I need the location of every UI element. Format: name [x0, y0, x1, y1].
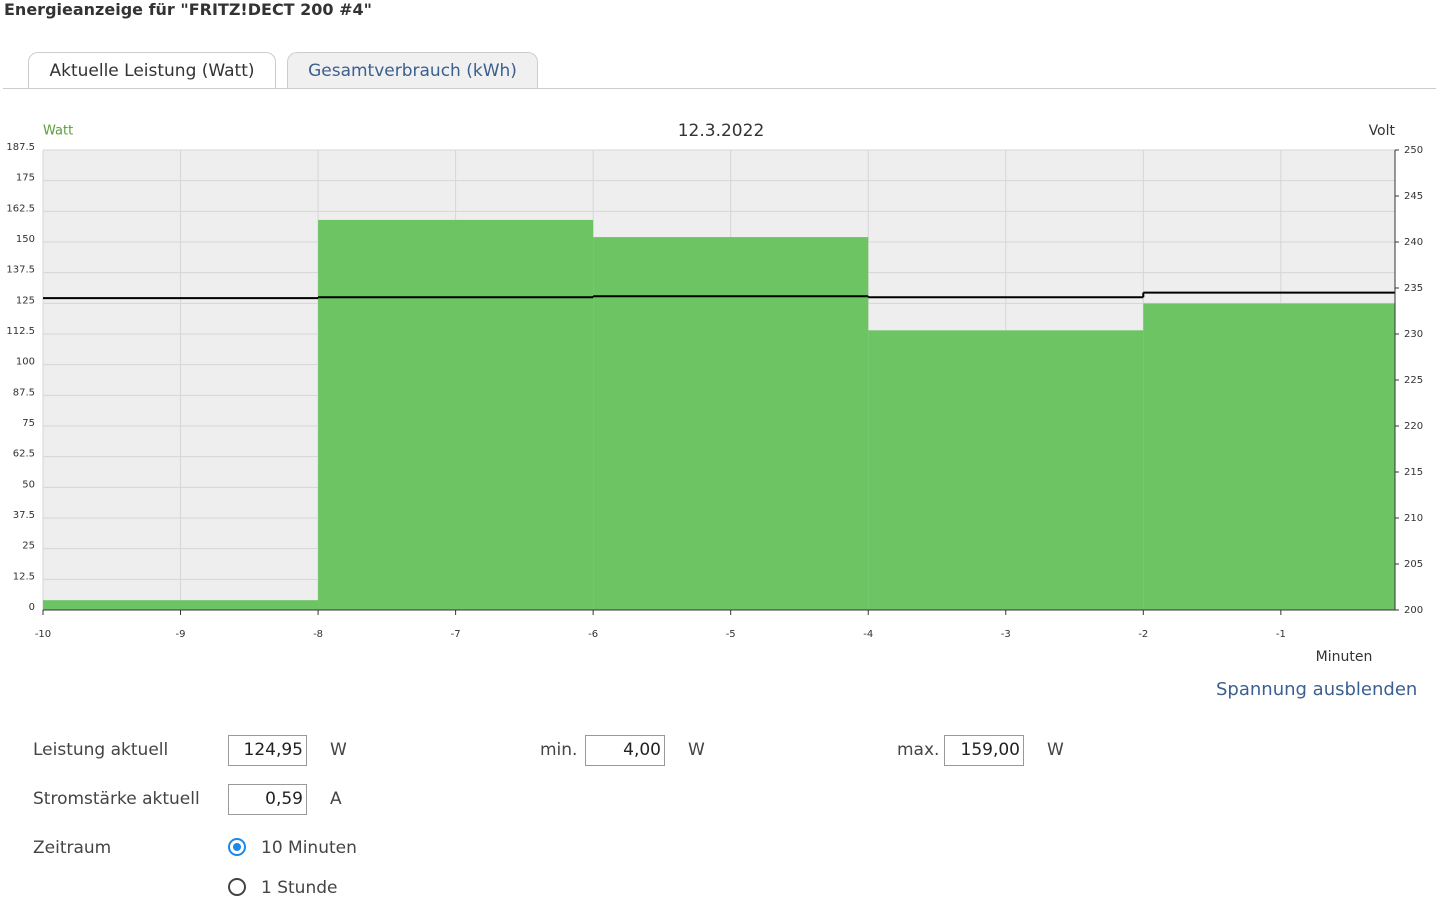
field-value: 124,95 [228, 735, 307, 766]
y-tick-label: 25 [22, 541, 35, 552]
y2-tick-label: 220 [1404, 421, 1423, 432]
page-title: Energieanzeige für "FRITZ!DECT 200 #4" [4, 0, 373, 19]
x-tick-label: -4 [863, 629, 873, 640]
y-tick-label: 87.5 [13, 387, 35, 398]
x-tick-label: -7 [451, 629, 461, 640]
field-label: Stromstärke aktuell [33, 789, 200, 809]
y-tick-label: 175 [16, 173, 35, 184]
power-step [43, 600, 319, 610]
radio[interactable] [228, 878, 246, 896]
field-value: 0,59 [228, 784, 307, 815]
x-tick-label: -2 [1138, 629, 1148, 640]
y-tick-label: 37.5 [13, 510, 35, 521]
y2-axis-label: Volt [1369, 123, 1396, 139]
y2-tick-label: 250 [1404, 145, 1423, 156]
field-label: Zeitraum [33, 838, 112, 858]
field-value: 4,00 [585, 735, 665, 766]
field-value: 159,00 [944, 735, 1024, 766]
x-tick-label: -3 [1001, 629, 1011, 640]
tab-rule [3, 88, 1436, 89]
y2-tick-label: 205 [1404, 559, 1423, 570]
y2-tick-label: 245 [1404, 191, 1423, 202]
field-unit: A [330, 789, 342, 809]
x-tick-label: -6 [588, 629, 598, 640]
power-step [868, 330, 1144, 610]
x-tick-label: -10 [35, 629, 51, 640]
field-unit: W [330, 740, 347, 760]
x-tick-label: -5 [726, 629, 736, 640]
y2-tick-label: 230 [1404, 329, 1423, 340]
y-tick-label: 187.5 [6, 142, 35, 153]
field-unit: W [688, 740, 705, 760]
y-tick-label: 62.5 [13, 449, 35, 460]
power-step [593, 237, 869, 611]
y-tick-label: 12.5 [13, 571, 35, 582]
field-label: Leistung aktuell [33, 740, 169, 760]
x-tick-label: -8 [313, 629, 323, 640]
x-tick-label: -1 [1276, 629, 1286, 640]
y2-tick-label: 235 [1404, 283, 1423, 294]
y-tick-label: 125 [16, 295, 35, 306]
tab-active[interactable]: Aktuelle Leistung (Watt) [28, 52, 276, 88]
y-axis-label: Watt [43, 124, 73, 139]
y2-tick-label: 215 [1404, 467, 1423, 478]
y2-tick-label: 240 [1404, 237, 1423, 248]
y2-tick-label: 210 [1404, 513, 1423, 524]
power-step [1143, 303, 1395, 610]
field-label: min. [540, 740, 578, 760]
radio-label[interactable]: 10 Minuten [261, 838, 357, 858]
y-tick-label: 50 [22, 479, 35, 490]
chart-title: 12.3.2022 [678, 121, 765, 141]
field-unit: W [1047, 740, 1064, 760]
field-label: max. [897, 740, 940, 760]
radio-checked[interactable] [228, 838, 246, 856]
y2-tick-label: 225 [1404, 375, 1423, 386]
chart: Watt 12.3.2022 Volt Minuten 0 12.5 25 37.5 5… [6, 121, 1423, 665]
power-step [318, 219, 594, 611]
y-tick-label: 0 [29, 602, 35, 613]
y-tick-label: 100 [16, 357, 35, 368]
x-axis-label: Minuten [1316, 649, 1373, 665]
y2-tick-label: 200 [1404, 605, 1423, 616]
radio-label[interactable]: 1 Stunde [261, 878, 338, 898]
y-tick-label: 137.5 [6, 265, 35, 276]
x-tick-label: -9 [176, 629, 186, 640]
y-tick-label: 162.5 [6, 203, 35, 214]
y-tick-label: 75 [22, 418, 35, 429]
toggle-voltage-link[interactable]: Spannung ausblenden [1216, 679, 1418, 700]
tab[interactable]: Gesamtverbrauch (kWh) [287, 52, 538, 88]
y-tick-label: 112.5 [6, 326, 35, 337]
y-tick-label: 150 [16, 234, 35, 245]
